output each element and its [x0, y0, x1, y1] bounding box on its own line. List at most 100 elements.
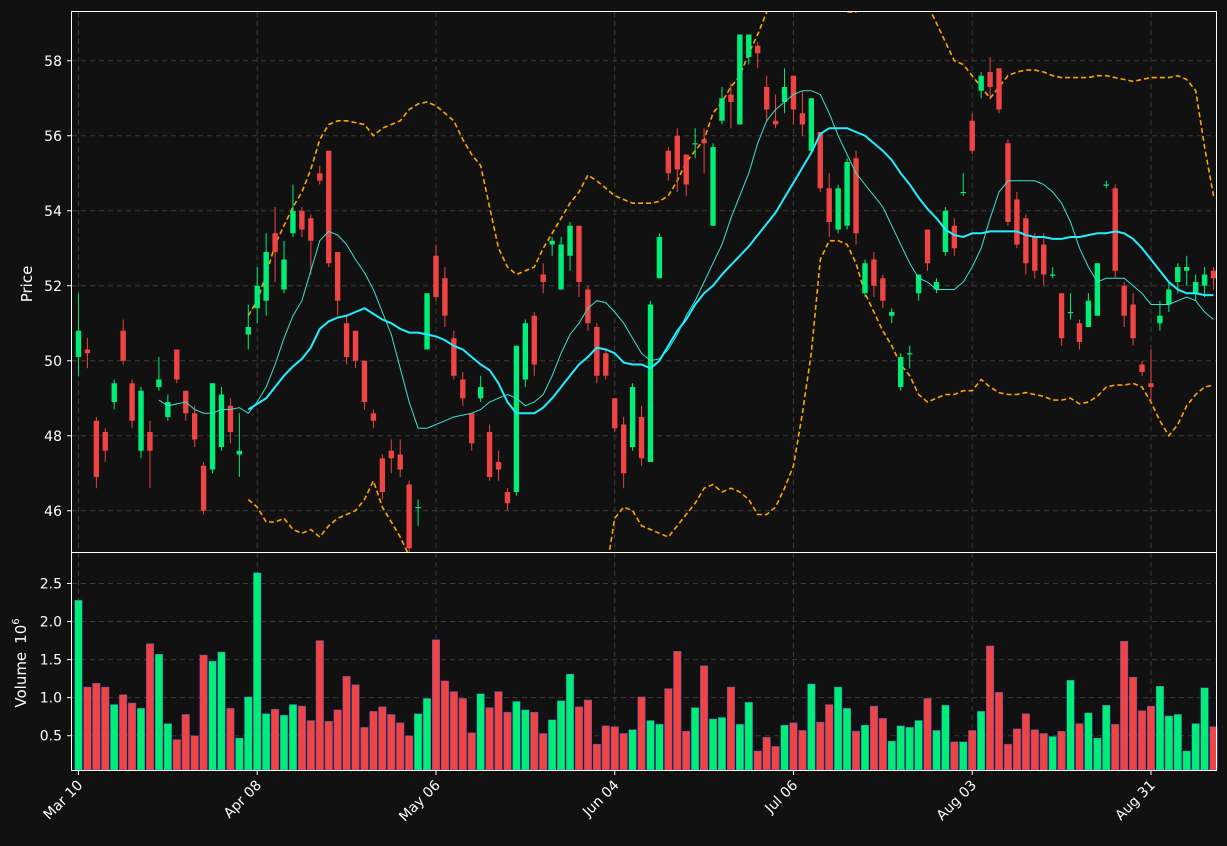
- volume-bar: [682, 730, 691, 771]
- volume-bar: [834, 686, 843, 771]
- volume-bar: [753, 750, 762, 771]
- candle-body: [996, 68, 1002, 110]
- volume-tick-label: 0.5: [40, 729, 62, 745]
- candle-body: [1103, 184, 1109, 186]
- candle-body: [665, 150, 672, 174]
- candle: [1166, 282, 1172, 312]
- candle: [93, 417, 100, 489]
- volume-bar: [467, 732, 476, 771]
- candle: [1201, 267, 1208, 297]
- price-axis: 46 48 50 52 54 56 58: [44, 54, 72, 520]
- candle: [1139, 360, 1145, 376]
- volume-tick-label: 1.5: [40, 653, 62, 669]
- volume-bar: [485, 707, 494, 771]
- candle: [790, 75, 797, 125]
- volume-bar: [941, 705, 950, 771]
- candle-body: [1130, 304, 1136, 339]
- volume-bar: [887, 740, 896, 771]
- volume-bar: [717, 717, 726, 771]
- candle-body: [960, 192, 966, 194]
- candle-body: [174, 349, 180, 380]
- candle: [647, 300, 654, 462]
- volume-bar: [548, 719, 557, 771]
- candle: [1210, 267, 1216, 290]
- candle-body: [763, 87, 770, 110]
- candle-body: [326, 150, 332, 264]
- candle: [594, 323, 600, 384]
- volume-bar: [253, 572, 262, 771]
- volume-bar: [1012, 728, 1021, 771]
- candle-body: [129, 383, 135, 421]
- candle-body: [701, 139, 707, 144]
- candle: [469, 413, 475, 451]
- candle: [165, 394, 171, 421]
- price-tick-label: 58: [44, 54, 62, 70]
- candle-body: [728, 94, 734, 102]
- candle-body: [451, 338, 457, 376]
- volume-bar: [101, 686, 110, 771]
- volume-bar: [378, 706, 387, 771]
- candle: [299, 207, 305, 237]
- candle-body: [477, 387, 484, 399]
- candle: [1192, 274, 1199, 301]
- volume-bar: [601, 725, 610, 771]
- volume-bar: [780, 724, 789, 771]
- candle-body: [558, 244, 564, 290]
- candle: [772, 94, 779, 129]
- volume-bar: [440, 680, 449, 771]
- candle: [942, 207, 949, 256]
- candle: [147, 420, 153, 489]
- candle: [156, 357, 162, 391]
- candle: [665, 147, 672, 181]
- candle-body: [245, 327, 251, 335]
- candle: [424, 293, 430, 350]
- volume-bar: [691, 707, 700, 771]
- candle-body: [799, 113, 806, 125]
- candle: [1023, 214, 1029, 275]
- volume-bar: [1057, 730, 1066, 771]
- candle-body: [871, 259, 877, 286]
- volume-unit-base: 10: [12, 625, 30, 644]
- candle: [334, 252, 341, 316]
- candle: [889, 308, 895, 324]
- candle-body: [969, 120, 975, 151]
- volume-bar: [137, 708, 146, 771]
- candle: [317, 165, 323, 185]
- volume-bar: [1003, 743, 1012, 771]
- candle-body: [272, 233, 278, 252]
- volume-bar: [128, 702, 137, 771]
- candle-body: [138, 390, 144, 451]
- candle-body: [120, 330, 126, 361]
- candle-body: [147, 432, 153, 451]
- candle: [1085, 293, 1092, 327]
- volume-bar: [333, 709, 342, 771]
- volume-bar: [280, 714, 289, 771]
- volume-bar: [878, 718, 887, 771]
- candle: [1148, 349, 1154, 402]
- volume-bar: [297, 705, 306, 771]
- candle: [853, 150, 859, 245]
- candle: [924, 229, 931, 271]
- candle: [460, 372, 466, 406]
- candle: [1157, 300, 1163, 331]
- candle-body: [200, 465, 207, 511]
- candle-body: [1076, 323, 1083, 342]
- candle: [513, 345, 520, 496]
- candle: [674, 128, 680, 192]
- volume-bar: [1048, 736, 1057, 771]
- candle-body: [1210, 270, 1216, 279]
- candle: [1058, 293, 1065, 346]
- candle: [898, 353, 904, 391]
- volume-bar: [172, 739, 181, 771]
- candle-body: [1049, 274, 1056, 276]
- volume-bar: [1129, 676, 1138, 771]
- candle-body: [1032, 237, 1038, 271]
- volume-bar: [995, 692, 1004, 771]
- candle: [987, 57, 993, 99]
- volume-bar: [110, 704, 119, 771]
- candle-body: [84, 349, 91, 354]
- candle: [728, 83, 734, 129]
- candle-body: [1014, 199, 1020, 245]
- candle-body: [746, 34, 752, 57]
